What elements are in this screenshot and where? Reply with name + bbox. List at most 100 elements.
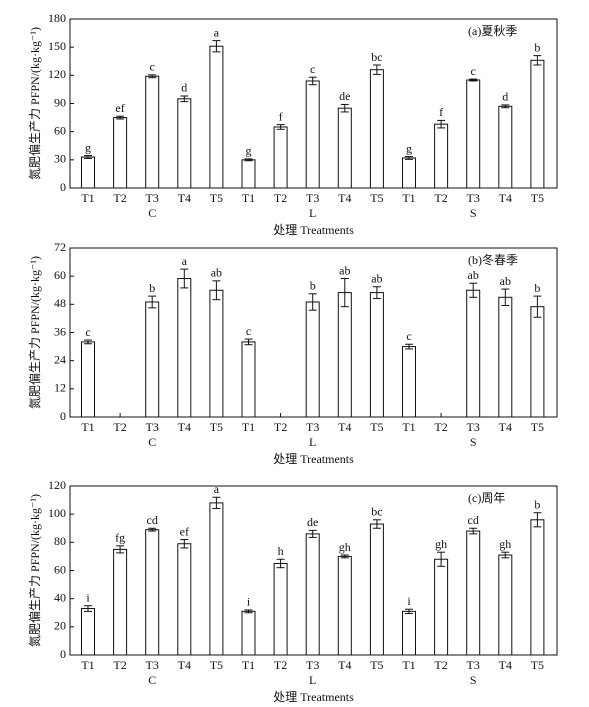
bar	[113, 117, 128, 189]
significance-letter: bc	[371, 505, 382, 519]
y-axis-label: 氮肥偏生产力 PFPN/(kg·kg⁻¹)	[27, 256, 42, 409]
bar	[434, 123, 449, 189]
x-axis-label: 处理 Treatments	[273, 690, 354, 704]
y-tick-label: 120	[48, 478, 66, 492]
x-tick-label: T5	[210, 191, 223, 205]
x-tick-label: T5	[531, 191, 544, 205]
significance-letter: ab	[339, 263, 350, 277]
significance-letter: ab	[371, 271, 382, 285]
y-tick-label: 48	[54, 296, 66, 310]
significance-letter: gh	[435, 537, 447, 551]
significance-letter: c	[406, 329, 411, 343]
chart-panel: 0 30 60 90 120 150 180 T1 g T2 ef T3 c T4 d T5 a T1 g T2 f T3…	[27, 11, 558, 237]
significance-letter: h	[278, 544, 284, 558]
panel-annotation: (a)夏秋季	[468, 24, 517, 38]
x-tick-label: T5	[531, 420, 544, 434]
panel-annotation: (c)周年	[468, 491, 505, 505]
x-tick-label: T1	[242, 420, 255, 434]
y-tick-label: 80	[54, 534, 66, 548]
bar	[209, 45, 224, 189]
significance-letter: gh	[499, 537, 511, 551]
x-tick-label: T3	[467, 658, 480, 672]
bar	[466, 289, 481, 418]
significance-letter: b	[534, 281, 540, 295]
bar	[498, 296, 513, 418]
significance-letter: c	[310, 62, 315, 76]
group-label: C	[148, 206, 156, 220]
x-tick-label: T4	[338, 420, 351, 434]
y-tick-label: 12	[54, 381, 66, 395]
y-tick-label: 150	[48, 39, 66, 53]
y-tick-label: 0	[60, 409, 66, 423]
significance-letter: d	[502, 90, 508, 104]
group-label: S	[470, 673, 477, 687]
significance-letter: g	[406, 141, 412, 155]
x-tick-label: T2	[113, 191, 126, 205]
x-tick-label: T5	[370, 420, 383, 434]
bar	[402, 157, 416, 189]
bar	[145, 529, 160, 656]
significance-letter: i	[86, 590, 90, 604]
x-tick-label: T2	[434, 420, 447, 434]
bar	[81, 608, 95, 656]
significance-letter: a	[182, 254, 188, 268]
group-label: S	[470, 435, 477, 449]
x-tick-label: T4	[178, 420, 191, 434]
x-tick-label: T1	[402, 420, 415, 434]
y-tick-label: 60	[54, 268, 66, 282]
bar	[530, 519, 545, 656]
x-tick-label: T3	[146, 191, 159, 205]
significance-letter: de	[307, 515, 318, 529]
bar	[402, 346, 416, 418]
x-tick-label: T2	[113, 420, 126, 434]
bar	[434, 558, 449, 656]
x-tick-label: T5	[370, 658, 383, 672]
bar	[273, 126, 288, 189]
x-tick-label: T4	[338, 191, 351, 205]
group-label: L	[309, 206, 316, 220]
x-tick-label: T5	[531, 658, 544, 672]
y-axis-label: 氮肥偏生产力 PFPN/(kg·kg⁻¹)	[27, 494, 42, 647]
significance-letter: ab	[211, 266, 222, 280]
bar	[209, 289, 224, 418]
y-tick-label: 60	[54, 562, 66, 576]
x-tick-label: T3	[146, 658, 159, 672]
x-tick-label: T1	[81, 658, 94, 672]
group-label: L	[309, 435, 316, 449]
significance-letter: a	[214, 25, 220, 39]
bar	[498, 554, 513, 656]
bar	[337, 107, 352, 189]
x-tick-label: T2	[274, 420, 287, 434]
x-tick-label: T3	[467, 191, 480, 205]
x-axis-label: 处理 Treatments	[273, 223, 354, 237]
significance-letter: f	[279, 109, 283, 123]
significance-letter: bc	[371, 50, 382, 64]
x-tick-label: T3	[306, 420, 319, 434]
bar	[241, 610, 256, 656]
bar	[209, 502, 224, 656]
y-tick-label: 40	[54, 590, 66, 604]
significance-letter: b	[310, 279, 316, 293]
y-tick-label: 100	[48, 506, 66, 520]
significance-letter: cd	[468, 513, 479, 527]
significance-letter: i	[407, 594, 411, 608]
y-tick-label: 36	[54, 324, 66, 338]
y-tick-label: 120	[48, 67, 66, 81]
bar	[530, 306, 545, 418]
x-tick-label: T3	[306, 658, 319, 672]
significance-letter: i	[247, 595, 251, 609]
bar	[81, 156, 95, 189]
x-tick-label: T4	[499, 658, 512, 672]
significance-letter: ab	[500, 274, 511, 288]
x-tick-label: T4	[178, 191, 191, 205]
y-tick-label: 180	[48, 11, 66, 25]
significance-letter: d	[181, 81, 187, 95]
bar	[145, 301, 160, 418]
significance-letter: b	[534, 40, 540, 54]
group-label: C	[148, 673, 156, 687]
bar	[241, 341, 256, 418]
x-tick-label: T5	[370, 191, 383, 205]
significance-letter: c	[246, 324, 251, 338]
significance-letter: de	[339, 89, 350, 103]
bar	[337, 292, 352, 418]
